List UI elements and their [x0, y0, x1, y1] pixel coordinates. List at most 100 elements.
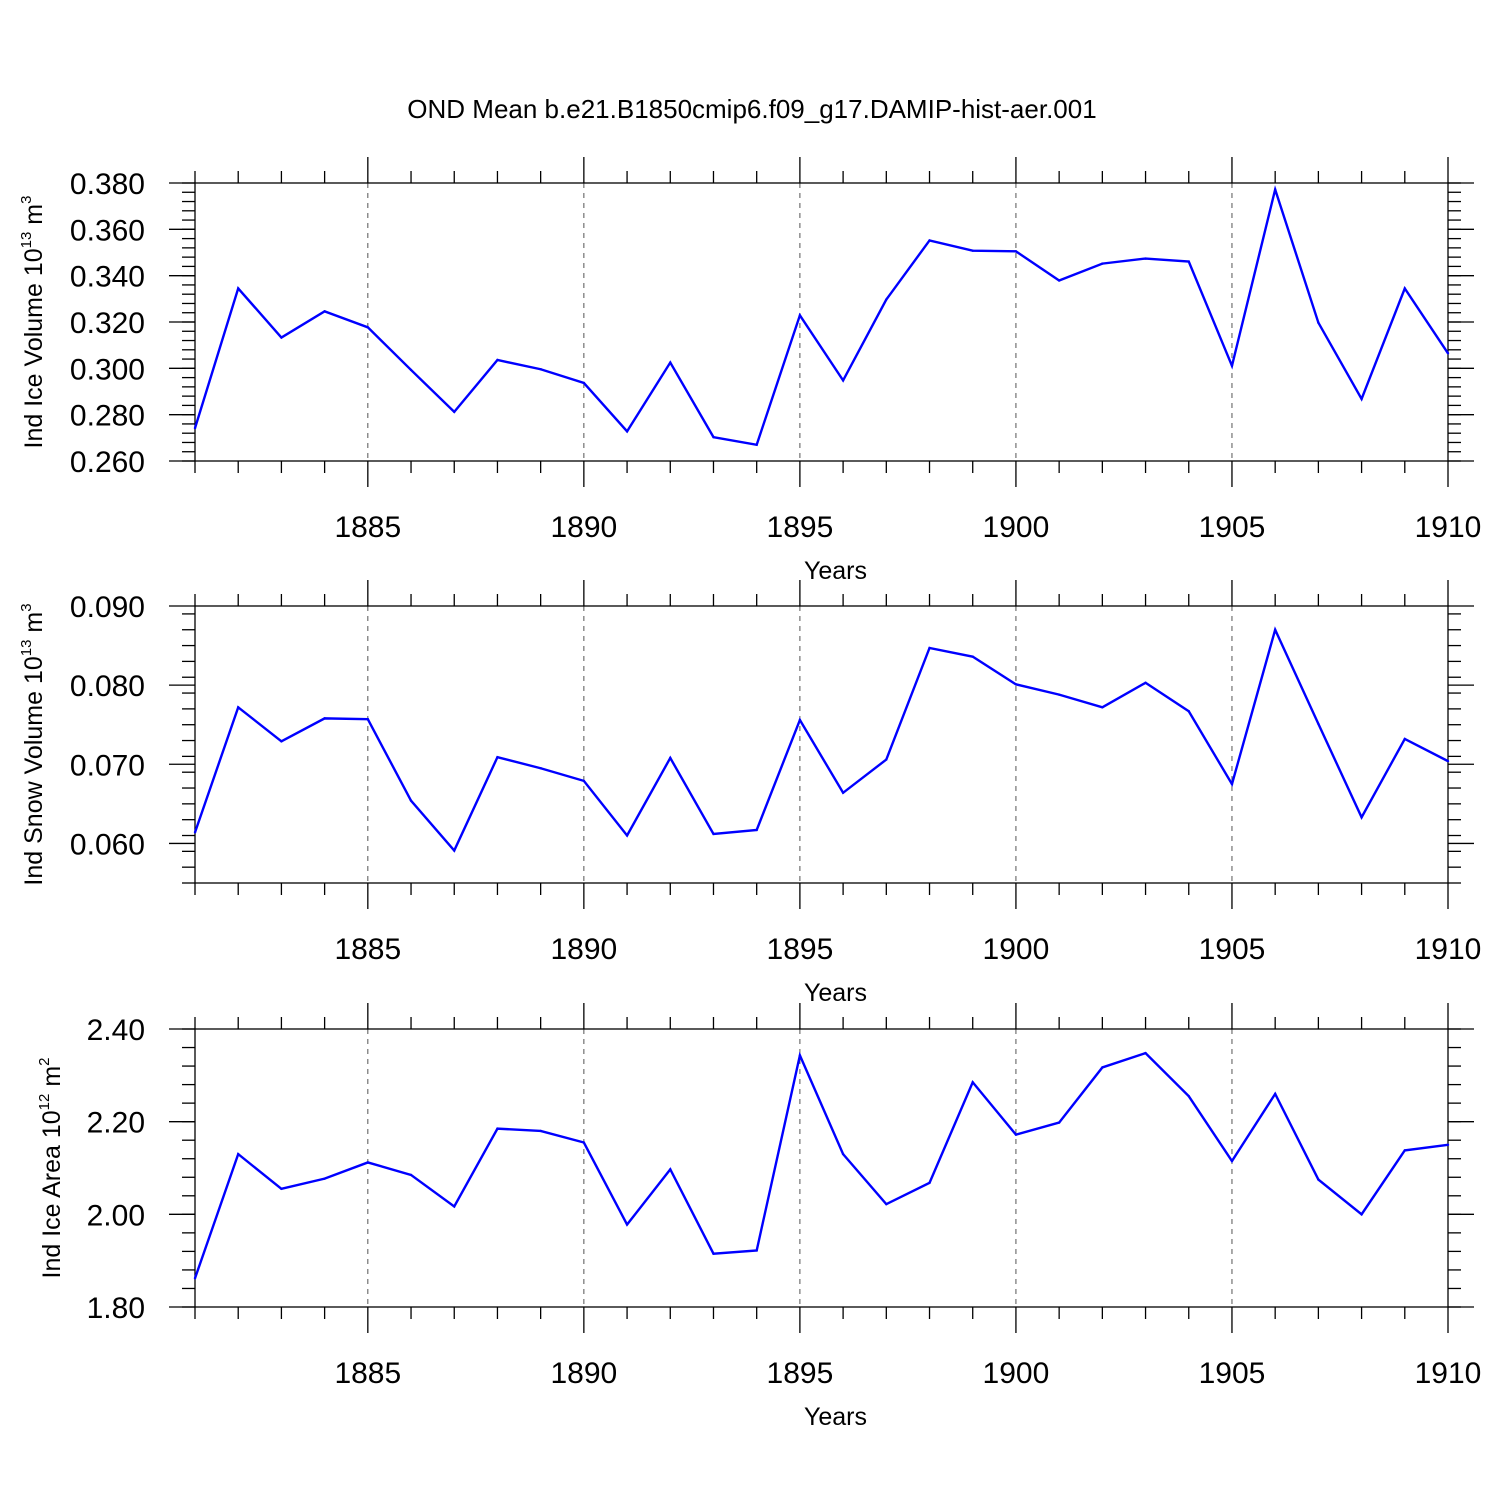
data-point	[1273, 1092, 1277, 1096]
x-tick-label: 1910	[1415, 1357, 1482, 1390]
data-point	[1144, 257, 1147, 260]
data-point	[1057, 279, 1061, 282]
data-point	[409, 799, 413, 802]
data-point	[928, 646, 931, 650]
data-point	[237, 706, 240, 709]
data-point	[1360, 1213, 1363, 1216]
data-point	[1360, 816, 1363, 819]
data-point	[755, 443, 758, 446]
panel-1: 1885 1890 1895 1900 1905 1910 0.260 0.280 0.300 0…	[18, 157, 1481, 585]
series-line	[193, 185, 1449, 447]
y-tick-label: 0.300	[70, 353, 145, 386]
data-point	[539, 1129, 542, 1133]
data-point	[1014, 683, 1018, 686]
y-tick-label: 0.380	[70, 168, 145, 201]
plot-frame	[194, 182, 1449, 462]
data-point	[280, 1187, 283, 1191]
x-tick-label: 1890	[550, 511, 617, 544]
x-tick-label: 1910	[1415, 933, 1482, 966]
data-point	[1317, 722, 1320, 726]
data-point	[971, 249, 974, 252]
data-point	[885, 758, 888, 761]
data-point	[366, 1161, 370, 1164]
data-point	[841, 379, 845, 382]
data-point	[453, 849, 456, 852]
data-point	[1230, 364, 1234, 367]
data-point	[453, 1205, 456, 1208]
data-point	[1014, 1133, 1018, 1136]
data-point	[323, 1177, 326, 1180]
data-point	[280, 336, 283, 339]
x-axis-label: Years	[804, 1403, 867, 1431]
y-axis-label: Ind Snow Volume 1013 m3	[18, 603, 48, 885]
data-point	[1317, 321, 1320, 324]
data-point	[1057, 1121, 1061, 1124]
data-point	[1446, 352, 1450, 355]
y-tick-label: 0.340	[70, 261, 145, 294]
data-point	[193, 831, 197, 834]
y-axis-label: Ind Ice Volume 1013 m3	[18, 196, 48, 449]
series-line	[193, 626, 1449, 853]
data-point	[1144, 1051, 1147, 1055]
data-point	[237, 1152, 240, 1156]
x-tick-label: 1910	[1415, 511, 1482, 544]
chart-title: OND Mean b.e21.B1850cmip6.f09_g17.DAMIP-…	[407, 94, 1096, 124]
data-point	[1101, 706, 1104, 709]
x-tick-label: 1895	[767, 933, 834, 966]
data-point	[539, 767, 542, 770]
y-tick-label: 2.20	[87, 1107, 145, 1140]
data-point	[496, 755, 499, 759]
plot-frame	[194, 1028, 1449, 1308]
data-point	[496, 1127, 499, 1130]
x-tick-label: 1905	[1199, 933, 1266, 966]
data-point	[280, 740, 283, 743]
data-point	[841, 791, 845, 794]
series-line	[193, 1051, 1449, 1279]
data-point	[625, 430, 629, 433]
data-point	[582, 381, 586, 385]
data-point	[928, 239, 931, 242]
x-axis-label: Years	[804, 979, 867, 1007]
x-tick-label: 1900	[983, 511, 1050, 544]
data-point	[755, 1249, 758, 1252]
y-axis-label: Ind Ice Area 1012 m2	[36, 1058, 66, 1279]
data-point	[1144, 681, 1147, 684]
data-point	[409, 1173, 413, 1177]
data-point	[971, 1081, 974, 1084]
data-point	[1187, 1094, 1190, 1098]
y-tick-label: 2.00	[87, 1199, 145, 1232]
data-point	[409, 368, 413, 372]
data-point	[453, 410, 456, 414]
data-point	[1317, 1178, 1320, 1181]
data-point	[1187, 710, 1190, 713]
x-tick-label: 1895	[767, 1357, 834, 1390]
data-point	[193, 1277, 197, 1280]
data-point	[885, 298, 888, 301]
data-point	[669, 1168, 672, 1171]
data-point	[669, 756, 672, 760]
data-point	[712, 1252, 715, 1255]
x-tick-label: 1895	[767, 511, 834, 544]
x-tick-label: 1905	[1199, 1357, 1266, 1390]
panels: 1885 1890 1895 1900 1905 1910 0.260 0.280 0.300 0…	[18, 157, 1481, 1431]
y-tick-label: 0.090	[70, 591, 145, 624]
y-tick-label: 0.070	[70, 749, 145, 782]
x-axis-label: Years	[804, 557, 867, 585]
y-tick-label: 1.80	[87, 1292, 145, 1325]
data-point	[323, 717, 326, 720]
data-point	[1014, 250, 1018, 253]
y-tick-label: 0.280	[70, 400, 145, 433]
data-point	[496, 358, 499, 362]
data-point	[1230, 1159, 1234, 1163]
y-tick-label: 2.40	[87, 1014, 145, 1047]
data-point	[1273, 188, 1277, 191]
data-point	[539, 368, 542, 371]
y-tick-label: 0.320	[70, 307, 145, 340]
data-point	[323, 310, 326, 313]
data-point	[366, 717, 370, 721]
y-tick-label: 0.080	[70, 670, 145, 703]
y-tick-label: 0.060	[70, 828, 145, 861]
x-tick-label: 1885	[334, 1357, 401, 1390]
data-point	[669, 361, 672, 364]
